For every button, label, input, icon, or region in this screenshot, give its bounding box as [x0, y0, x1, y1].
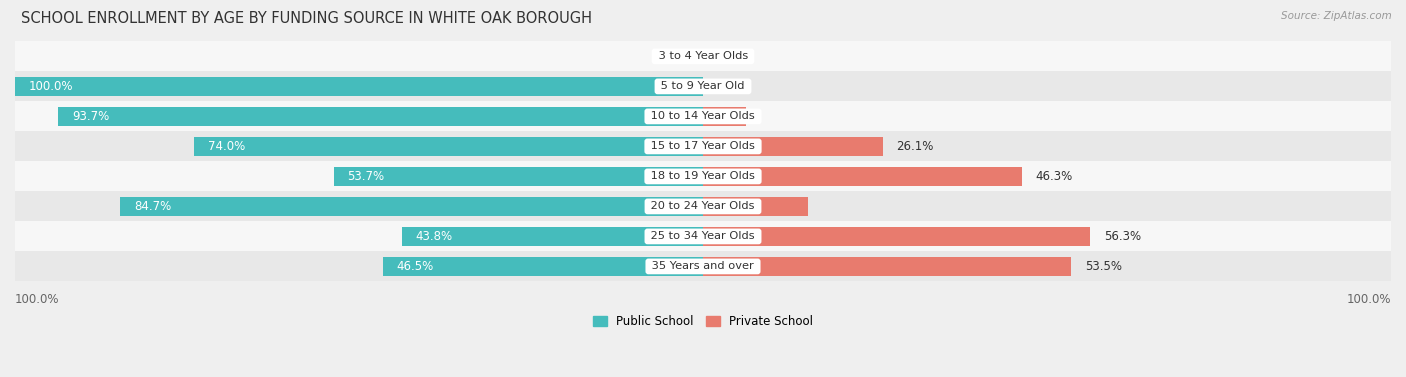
Legend: Public School, Private School: Public School, Private School [593, 315, 813, 328]
Text: 3 to 4 Year Olds: 3 to 4 Year Olds [655, 51, 751, 61]
Text: 74.0%: 74.0% [208, 140, 245, 153]
Bar [194, 136, 703, 156]
Text: 15 to 17 Year Olds: 15 to 17 Year Olds [647, 141, 759, 152]
Text: 53.7%: 53.7% [347, 170, 384, 183]
Bar [15, 71, 1391, 101]
Bar [703, 136, 883, 156]
Text: 26.1%: 26.1% [897, 140, 934, 153]
Text: 43.8%: 43.8% [415, 230, 453, 243]
Bar [15, 132, 1391, 161]
Text: 0.0%: 0.0% [659, 50, 689, 63]
Text: 46.5%: 46.5% [396, 260, 434, 273]
Bar [333, 167, 703, 186]
Bar [15, 77, 703, 96]
Bar [15, 41, 1391, 71]
Text: 5 to 9 Year Old: 5 to 9 Year Old [658, 81, 748, 91]
Bar [703, 257, 1071, 276]
Text: 6.3%: 6.3% [717, 110, 747, 123]
Text: 100.0%: 100.0% [15, 293, 59, 307]
Text: 53.5%: 53.5% [1085, 260, 1122, 273]
Bar [15, 251, 1391, 281]
Text: 0.0%: 0.0% [717, 50, 747, 63]
Text: 10 to 14 Year Olds: 10 to 14 Year Olds [647, 111, 759, 121]
Bar [382, 257, 703, 276]
Text: 93.7%: 93.7% [72, 110, 110, 123]
Bar [15, 101, 1391, 132]
Bar [703, 107, 747, 126]
Bar [703, 167, 1022, 186]
Bar [121, 197, 703, 216]
Text: 25 to 34 Year Olds: 25 to 34 Year Olds [647, 231, 759, 241]
Bar [58, 107, 703, 126]
Bar [402, 227, 703, 246]
Text: 15.3%: 15.3% [717, 200, 754, 213]
Bar [15, 161, 1391, 192]
Text: 100.0%: 100.0% [1347, 293, 1391, 307]
Text: 56.3%: 56.3% [1104, 230, 1142, 243]
Text: 46.3%: 46.3% [1035, 170, 1073, 183]
Text: SCHOOL ENROLLMENT BY AGE BY FUNDING SOURCE IN WHITE OAK BOROUGH: SCHOOL ENROLLMENT BY AGE BY FUNDING SOUR… [21, 11, 592, 26]
Text: Source: ZipAtlas.com: Source: ZipAtlas.com [1281, 11, 1392, 21]
Text: 84.7%: 84.7% [134, 200, 172, 213]
Bar [703, 227, 1090, 246]
Text: 18 to 19 Year Olds: 18 to 19 Year Olds [647, 172, 759, 181]
Text: 20 to 24 Year Olds: 20 to 24 Year Olds [647, 201, 759, 211]
Bar [15, 192, 1391, 221]
Text: 100.0%: 100.0% [28, 80, 73, 93]
Bar [15, 221, 1391, 251]
Bar [703, 197, 808, 216]
Text: 35 Years and over: 35 Years and over [648, 261, 758, 271]
Text: 0.0%: 0.0% [717, 80, 747, 93]
